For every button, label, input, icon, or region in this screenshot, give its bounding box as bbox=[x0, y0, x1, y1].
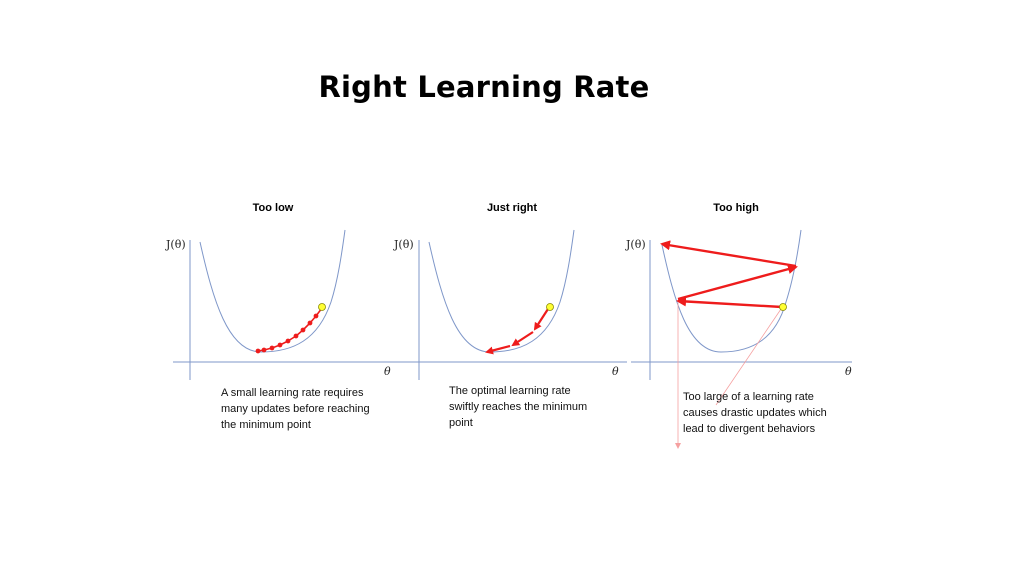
panel-too-low: Too low J(θ) θ A small learning rate req… bbox=[166, 190, 408, 470]
panel-caption: The optimal learning rate swiftly reache… bbox=[449, 385, 588, 429]
panel-title: Just right bbox=[486, 202, 538, 214]
update-arrows bbox=[660, 240, 798, 309]
update-arrows bbox=[485, 308, 549, 355]
y-axis-label: J(θ) bbox=[626, 238, 646, 251]
gradient-descent-plot bbox=[400, 229, 627, 380]
panel-too-high: Too high J(θ) θ Too large of a learning … bbox=[626, 190, 866, 470]
panel-just-right: Just right J(θ) θ The optimal learning r… bbox=[394, 190, 635, 470]
loss-curve bbox=[428, 229, 575, 353]
update-arrows bbox=[255, 307, 323, 354]
x-axis-label: θ bbox=[384, 365, 391, 378]
x-axis-label: θ bbox=[845, 365, 852, 378]
annotation-pointer bbox=[675, 303, 782, 449]
gradient-descent-plot bbox=[173, 229, 400, 380]
panel-title: Too low bbox=[252, 202, 294, 214]
panel-title: Too high bbox=[713, 202, 759, 214]
panel-caption: A small learning rate requires many upda… bbox=[221, 387, 370, 431]
panel-caption: Too large of a learning rate causes dras… bbox=[683, 391, 827, 435]
page-title: Right Learning Rate bbox=[318, 70, 650, 104]
x-axis-label: θ bbox=[612, 365, 619, 378]
gradient-descent-plot bbox=[631, 229, 852, 449]
start-point bbox=[318, 303, 326, 311]
start-point bbox=[779, 303, 787, 311]
y-axis-label: J(θ) bbox=[394, 238, 414, 251]
y-axis-label: J(θ) bbox=[166, 238, 186, 251]
start-point bbox=[546, 303, 554, 311]
loss-curve bbox=[199, 229, 346, 353]
